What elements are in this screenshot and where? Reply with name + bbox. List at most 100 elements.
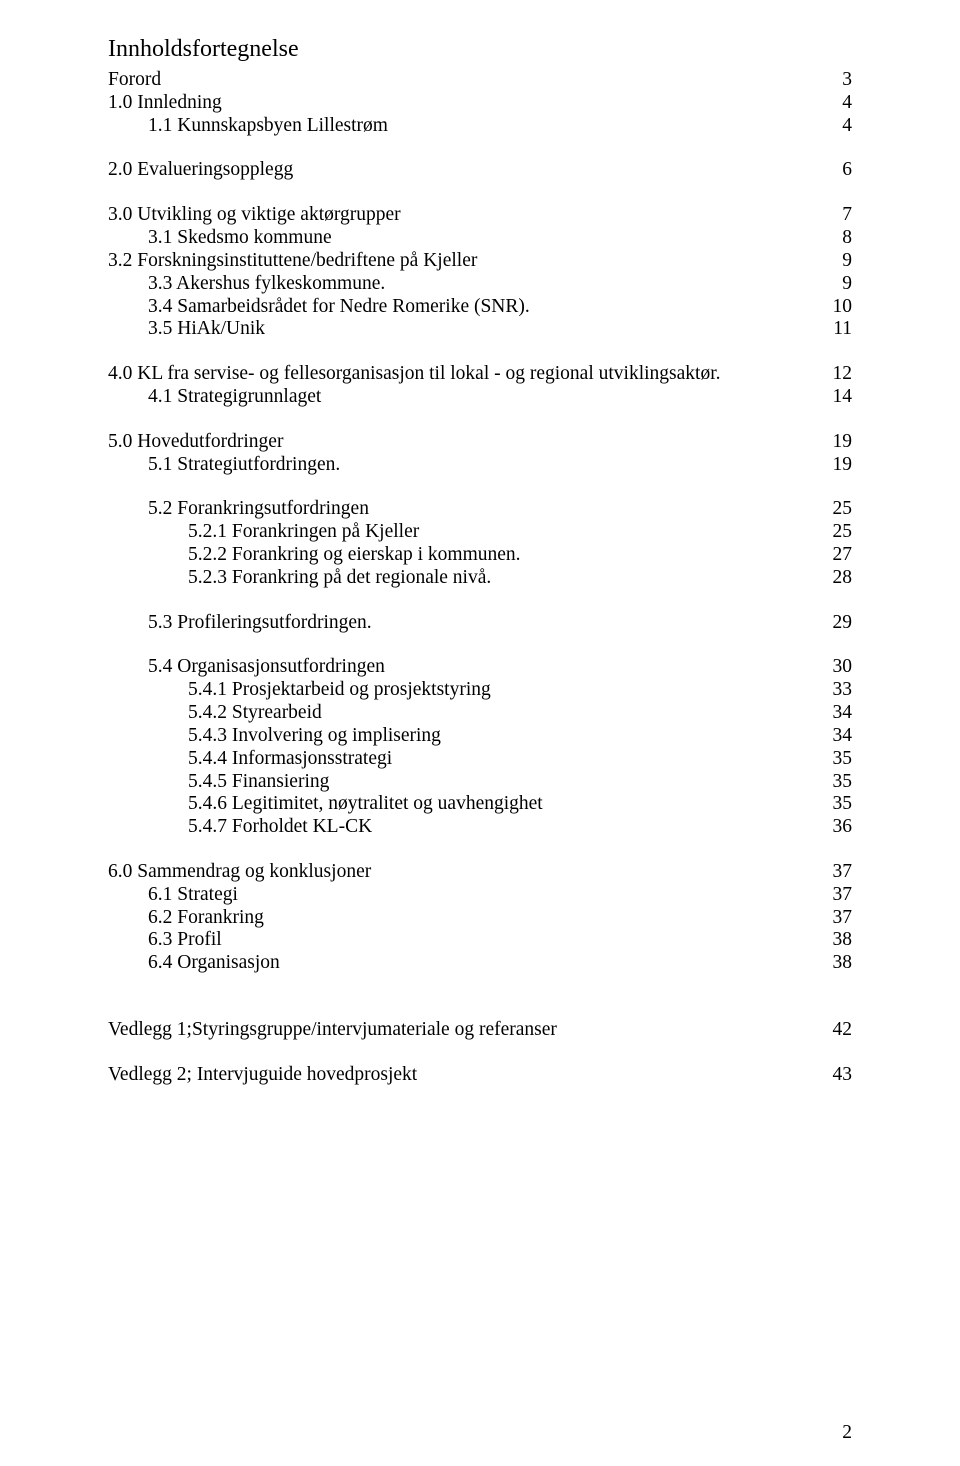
toc-entry-page: 14 [822, 386, 852, 409]
toc-spacer [108, 590, 852, 612]
toc-entry: 3.3 Akershus fylkeskommune. 9 [108, 273, 852, 296]
toc-entry-label: 5.4.6 Legitimitet, nøytralitet og uavhen… [108, 793, 543, 816]
toc-title: Innholdsfortegnelse [108, 36, 852, 63]
toc-entry: 6.1 Strategi37 [108, 884, 852, 907]
toc-entry: 3.0 Utvikling og viktige aktørgrupper7 [108, 204, 852, 227]
toc-entry-label: 2.0 Evalueringsopplegg [108, 159, 293, 182]
toc-entry: 5.2.2 Forankring og eierskap i kommunen.… [108, 544, 852, 567]
toc-entry-page: 35 [822, 793, 852, 816]
toc-entry: 5.4.2 Styrearbeid 34 [108, 702, 852, 725]
toc-spacer [108, 409, 852, 431]
toc-entry: 1.0 Innledning 4 [108, 92, 852, 115]
toc-entry: 5.4.4 Informasjonsstrategi 35 [108, 748, 852, 771]
toc-entry-label: 3.5 HiAk/Unik [108, 318, 265, 341]
toc-entry-page: 9 [822, 273, 852, 296]
toc-entry: 1.1 Kunnskapsbyen Lillestrøm 4 [108, 115, 852, 138]
toc-entry-page: 29 [822, 612, 852, 635]
toc-spacer [108, 839, 852, 861]
toc-entry-page: 34 [822, 702, 852, 725]
toc-entry-page: 37 [822, 861, 852, 884]
toc-spacer [108, 137, 852, 159]
toc-entry-page: 9 [822, 250, 852, 273]
toc-entry: 5.2.1 Forankringen på Kjeller25 [108, 521, 852, 544]
toc-entry-label: 3.4 Samarbeidsrådet for Nedre Romerike (… [108, 296, 530, 319]
toc-entry-page: 33 [822, 679, 852, 702]
toc-entry-label: 5.4.3 Involvering og implisering [108, 725, 441, 748]
toc-entry-page: 27 [822, 544, 852, 567]
toc-entry-label: 5.4.5 Finansiering [108, 771, 329, 794]
toc-entry-page: 19 [822, 431, 852, 454]
toc-spacer [108, 634, 852, 656]
toc-entry-label: 6.0 Sammendrag og konklusjoner [108, 861, 371, 884]
toc-entry-label: 5.4.7 Forholdet KL-CK [108, 816, 372, 839]
toc-entry-label: 5.2 Forankringsutfordringen [108, 498, 369, 521]
toc-entry-label: 6.3 Profil [108, 929, 222, 952]
toc-entry-page: 35 [822, 771, 852, 794]
toc-entry-page: 19 [822, 454, 852, 477]
toc-entry-label: 3.2 Forskningsinstituttene/bedriftene på… [108, 250, 477, 273]
toc-entry: 5.4 Organisasjonsutfordringen 30 [108, 656, 852, 679]
toc-entry-label: 3.0 Utvikling og viktige aktørgrupper [108, 204, 401, 227]
toc-entry-page: 42 [822, 1019, 852, 1042]
toc-entry-page: 6 [822, 159, 852, 182]
toc-spacer [108, 1042, 852, 1064]
toc-entry: Vedlegg 1;Styringsgruppe/intervjumateria… [108, 1019, 852, 1042]
toc-spacer [108, 997, 852, 1019]
toc-entry: 3.4 Samarbeidsrådet for Nedre Romerike (… [108, 296, 852, 319]
toc-entry-label: 6.4 Organisasjon [108, 952, 280, 975]
toc-entry-label: 4.0 KL fra servise- og fellesorganisasjo… [108, 363, 721, 386]
toc-entry-page: 28 [822, 567, 852, 590]
document-page: Innholdsfortegnelse Forord31.0 Innlednin… [0, 0, 960, 1466]
toc-entry: 5.4.5 Finansiering 35 [108, 771, 852, 794]
toc-entry-page: 25 [822, 498, 852, 521]
toc-entry-label: 4.1 Strategigrunnlaget [108, 386, 321, 409]
toc-entry-label: 5.4 Organisasjonsutfordringen [108, 656, 385, 679]
toc-entry-page: 8 [822, 227, 852, 250]
toc-entry-label: 5.4.2 Styrearbeid [108, 702, 322, 725]
toc-entry-page: 38 [822, 952, 852, 975]
toc-entry: 6.4 Organisasjon 38 [108, 952, 852, 975]
toc-list: Forord31.0 Innledning41.1 Kunnskapsbyen … [108, 69, 852, 1087]
toc-entry-page: 12 [822, 363, 852, 386]
toc-entry: 5.0 Hovedutfordringer 19 [108, 431, 852, 454]
toc-entry-label: 1.1 Kunnskapsbyen Lillestrøm [108, 115, 388, 138]
toc-entry-page: 11 [822, 318, 852, 341]
toc-entry-page: 10 [822, 296, 852, 319]
page-number: 2 [842, 1422, 852, 1444]
toc-entry-label: 5.2.3 Forankring på det regionale nivå. [108, 567, 491, 590]
toc-entry-page: 3 [822, 69, 852, 92]
toc-spacer [108, 975, 852, 997]
toc-entry-label: 5.4.4 Informasjonsstrategi [108, 748, 392, 771]
toc-entry: 5.2.3 Forankring på det regionale nivå. 2… [108, 567, 852, 590]
toc-entry-label: 6.2 Forankring [108, 907, 264, 930]
toc-entry-label: Vedlegg 1;Styringsgruppe/intervjumateria… [108, 1019, 557, 1042]
toc-entry-label: 5.2.2 Forankring og eierskap i kommunen. [108, 544, 521, 567]
toc-entry-label: 1.0 Innledning [108, 92, 222, 115]
toc-entry-page: 4 [822, 92, 852, 115]
toc-entry: 6.0 Sammendrag og konklusjoner 37 [108, 861, 852, 884]
toc-entry-label: 5.3 Profileringsutfordringen. [108, 612, 372, 635]
toc-entry-page: 35 [822, 748, 852, 771]
toc-entry: 2.0 Evalueringsopplegg 6 [108, 159, 852, 182]
toc-entry: 6.3 Profil 38 [108, 929, 852, 952]
toc-entry: Vedlegg 2; Intervjuguide hovedprosjekt43 [108, 1064, 852, 1087]
toc-entry-label: 5.4.1 Prosjektarbeid og prosjektstyring [108, 679, 491, 702]
toc-entry-page: 4 [822, 115, 852, 138]
toc-entry-label: 3.1 Skedsmo kommune [108, 227, 332, 250]
toc-entry-label: 5.0 Hovedutfordringer [108, 431, 283, 454]
toc-entry-page: 38 [822, 929, 852, 952]
toc-entry-label: 3.3 Akershus fylkeskommune. [108, 273, 385, 296]
toc-entry: 4.1 Strategigrunnlaget 14 [108, 386, 852, 409]
toc-entry: Forord 3 [108, 69, 852, 92]
toc-entry: 3.1 Skedsmo kommune 8 [108, 227, 852, 250]
toc-entry-page: 25 [822, 521, 852, 544]
toc-entry: 5.4.3 Involvering og implisering34 [108, 725, 852, 748]
toc-spacer [108, 182, 852, 204]
toc-entry: 5.4.7 Forholdet KL-CK36 [108, 816, 852, 839]
toc-entry: 5.4.6 Legitimitet, nøytralitet og uavhen… [108, 793, 852, 816]
toc-entry-label: Vedlegg 2; Intervjuguide hovedprosjekt [108, 1064, 417, 1087]
toc-entry-page: 30 [822, 656, 852, 679]
toc-entry: 6.2 Forankring37 [108, 907, 852, 930]
toc-entry-label: Forord [108, 69, 161, 92]
toc-entry-label: 5.1 Strategiutfordringen. [108, 454, 340, 477]
